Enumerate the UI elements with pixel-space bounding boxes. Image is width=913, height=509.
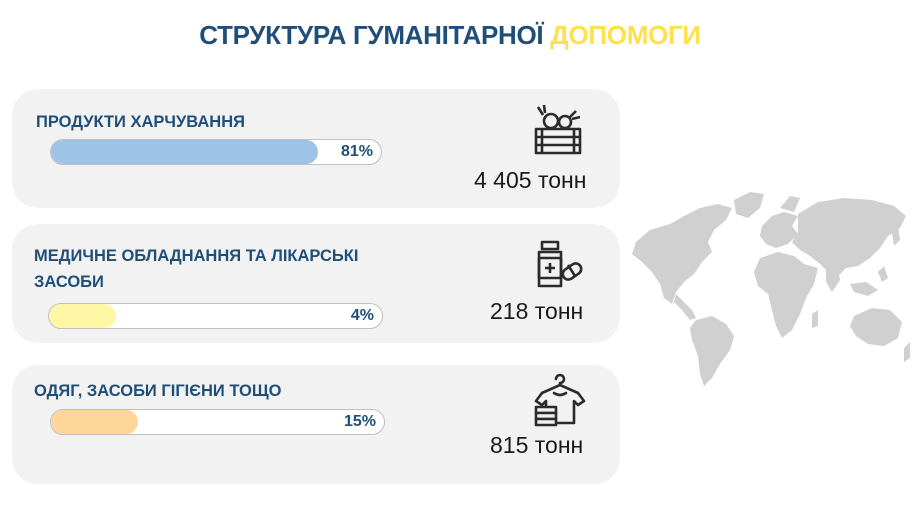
percent-label: 15% xyxy=(343,413,376,430)
percent-label: 81% xyxy=(340,143,373,160)
amount-label: 218 тонн xyxy=(490,298,584,324)
amount-label: 815 тонн xyxy=(490,432,584,458)
category-card-medical: МЕДИЧНЕ ОБЛАДНАННЯ ТА ЛІКАРСЬКІ ЗАСОБИ 4… xyxy=(12,224,620,343)
category-label: ПРОДУКТИ ХАРЧУВАННЯ xyxy=(36,113,245,131)
progress-bar: 4% xyxy=(48,303,383,329)
amount-label: 4 405 тонн xyxy=(474,167,587,193)
progress-fill xyxy=(51,140,319,164)
category-card-clothing: ОДЯГ, ЗАСОБИ ГІГІЄНИ ТОЩО 15% 815 тонн xyxy=(12,365,620,484)
clothing-hanger-icon xyxy=(534,373,586,427)
title-main: СТРУКТУРА ГУМАНІТАРНОЇ xyxy=(199,20,544,50)
percent-label: 4% xyxy=(350,307,374,324)
progress-fill xyxy=(51,410,138,434)
progress-bar: 81% xyxy=(50,139,382,165)
medicine-bottle-icon xyxy=(537,240,583,288)
progress-bar: 15% xyxy=(50,409,385,435)
category-card-food: ПРОДУКТИ ХАРЧУВАННЯ 81% 4 405 тонн xyxy=(12,89,620,208)
category-label-line2: ЗАСОБИ xyxy=(34,273,104,291)
world-map-icon xyxy=(632,192,910,386)
progress-fill xyxy=(49,304,116,328)
category-label-line1: МЕДИЧНЕ ОБЛАДНАННЯ ТА ЛІКАРСЬКІ xyxy=(34,247,359,265)
food-crate-icon xyxy=(534,104,582,155)
page-title: СТРУКТУРА ГУМАНІТАРНОЇ ДОПОМОГИ xyxy=(0,20,900,51)
category-label: ОДЯГ, ЗАСОБИ ГІГІЄНИ ТОЩО xyxy=(34,382,282,400)
title-accent: ДОПОМОГИ xyxy=(550,20,701,50)
